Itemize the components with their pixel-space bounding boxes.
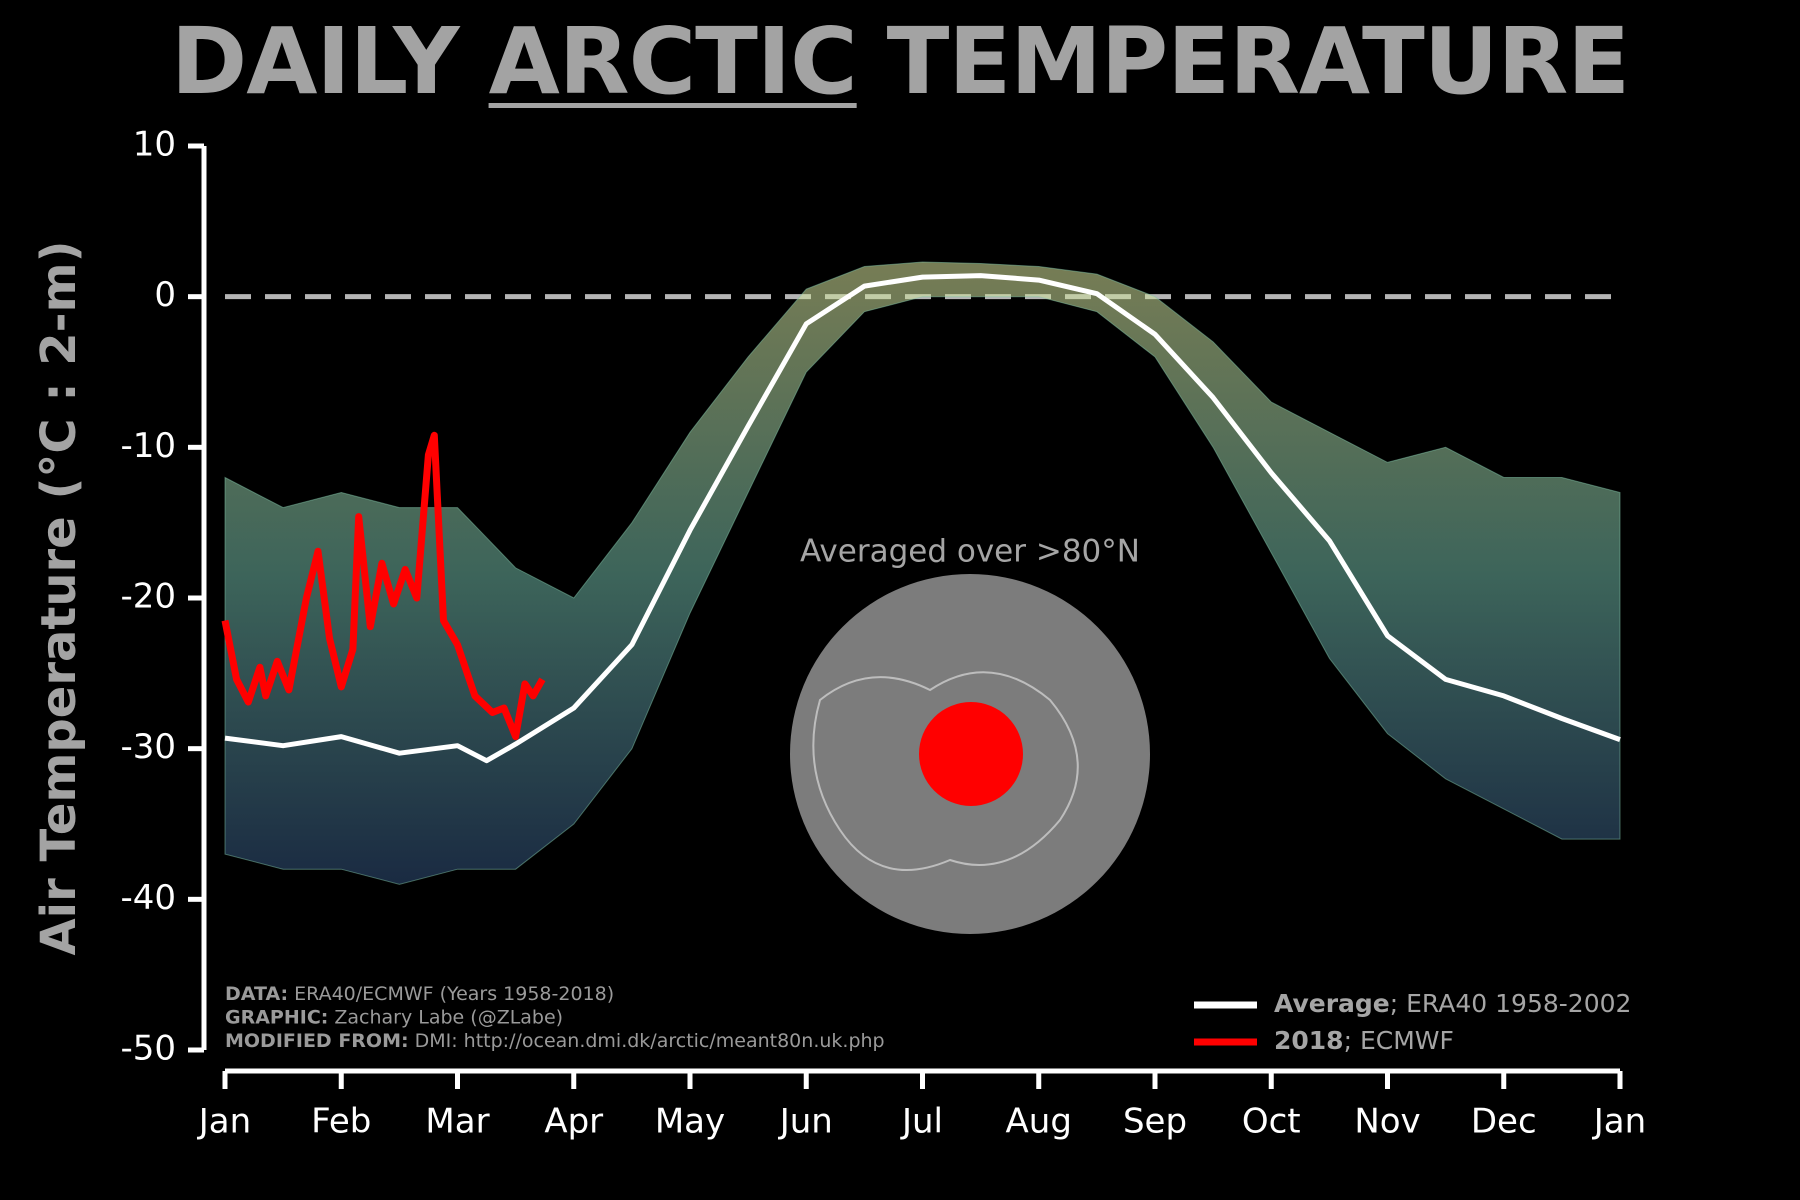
y-axis-label: Air Temperature (°C : 2-m): [31, 240, 87, 955]
series-line: [224, 273, 1621, 764]
title-emphasis: ARCTIC: [488, 8, 858, 115]
credit-line: GRAPHIC: Zachary Labe (@ZLabe): [225, 1006, 563, 1028]
x-tick-label: Jun: [778, 1102, 833, 1142]
y-tick-label: -50: [120, 1029, 176, 1069]
y-tick-label: 10: [133, 125, 176, 165]
credit-text: Zachary Labe (@ZLabe): [334, 1006, 563, 1028]
credit-label: DATA:: [225, 983, 288, 1005]
x-tick-label: Jan: [197, 1102, 251, 1142]
credit-text: DMI: http://ocean.dmi.dk/arctic/meant80n…: [415, 1030, 885, 1052]
chart-title: DAILY ARCTIC TEMPERATURE: [0, 8, 1800, 115]
coastline: [812, 671, 1079, 871]
y-tick-label: -30: [120, 727, 176, 767]
x-tick-label: Oct: [1242, 1102, 1301, 1142]
legend-detail: ; ERA40 1958-2002: [1390, 989, 1632, 1018]
y-tick-label: -20: [120, 577, 176, 617]
y-tick-label: -10: [120, 426, 176, 466]
legend-detail: ; ECMWF: [1344, 1026, 1454, 1055]
x-tick-label: Feb: [311, 1102, 371, 1142]
legend-name: Average: [1274, 989, 1390, 1018]
x-tick-label: Jan: [1592, 1102, 1646, 1142]
y-tick-label: -40: [120, 878, 176, 918]
credit-label: MODIFIED FROM:: [225, 1030, 409, 1052]
credit-line: DATA: ERA40/ECMWF (Years 1958-2018): [225, 983, 614, 1005]
legend-entry: 2018; ECMWF: [1274, 1026, 1454, 1055]
y-tick-label: 0: [154, 275, 176, 315]
inset-map: [790, 574, 1150, 934]
x-tick-label: Nov: [1354, 1102, 1420, 1142]
legend-entry: Average; ERA40 1958-2002: [1274, 989, 1631, 1018]
x-tick-label: Mar: [425, 1102, 489, 1142]
x-tick-label: Dec: [1471, 1102, 1537, 1142]
title-part: DAILY: [170, 8, 460, 115]
credit-line: MODIFIED FROM: DMI: http://ocean.dmi.dk/a…: [225, 1030, 885, 1052]
title-part: TEMPERATURE: [886, 8, 1630, 115]
x-tick-label: Apr: [544, 1102, 603, 1142]
region-marker: [919, 702, 1023, 806]
spread-band: [224, 261, 1621, 885]
x-tick-label: May: [655, 1102, 725, 1142]
credit-label: GRAPHIC:: [225, 1006, 328, 1028]
series-line: [221, 431, 546, 741]
x-tick-label: Sep: [1123, 1102, 1187, 1142]
legend-name: 2018: [1274, 1026, 1344, 1055]
x-tick-label: Aug: [1006, 1102, 1072, 1142]
x-tick-label: Jul: [900, 1102, 943, 1142]
annotation: Averaged over >80°N: [800, 534, 1140, 570]
credit-text: ERA40/ECMWF (Years 1958-2018): [294, 983, 614, 1005]
